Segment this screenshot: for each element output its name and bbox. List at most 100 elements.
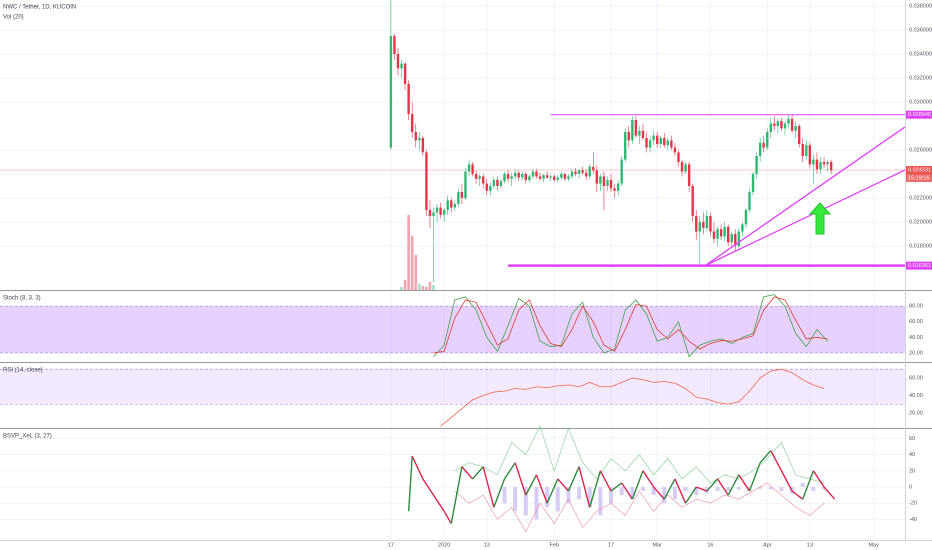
candle-body	[822, 161, 826, 165]
candle-body	[716, 229, 719, 239]
candle-body	[602, 176, 606, 186]
candle-body	[528, 176, 531, 180]
volume-bar	[407, 215, 410, 290]
oscillator-segment	[589, 470, 602, 508]
x-tick-label: 17	[608, 542, 614, 548]
candle-body	[482, 176, 485, 184]
x-tick-label: 2020	[438, 542, 450, 548]
candle-body	[695, 215, 698, 232]
candle-body	[812, 159, 815, 165]
oscillator-segment	[812, 470, 825, 488]
candle-body	[783, 123, 787, 129]
histogram-bar	[800, 482, 805, 488]
candle-body	[677, 152, 680, 162]
candle-body	[801, 143, 804, 156]
oscillator-segment	[759, 450, 772, 464]
y-tick-label: 0.036000	[909, 27, 932, 33]
candle-body	[453, 203, 457, 208]
candle-body	[687, 164, 691, 186]
candle-body	[560, 173, 563, 178]
candle-body	[513, 172, 517, 177]
candle-body	[489, 185, 492, 191]
candle-body	[450, 200, 453, 208]
candle-body	[762, 142, 765, 148]
candle-body	[709, 215, 712, 232]
volume-bar	[425, 287, 428, 290]
candle-body	[389, 35, 393, 148]
candle-body	[485, 183, 488, 191]
oscillator-segment	[578, 466, 591, 508]
candle-body	[435, 207, 439, 213]
x-tick-label: 17	[388, 542, 394, 548]
candle-body	[460, 191, 464, 198]
candle-body	[719, 229, 723, 237]
volume-bar	[418, 284, 421, 290]
histogram-bar	[555, 487, 560, 512]
candle-body	[553, 176, 556, 180]
candle-body	[467, 164, 471, 172]
candle-body	[766, 131, 769, 148]
candle-body	[797, 125, 801, 144]
oscillator-segment	[422, 478, 435, 496]
oscillator-segment	[738, 474, 751, 492]
candle-body	[741, 224, 744, 232]
candle-body	[638, 130, 641, 136]
candle-body	[581, 170, 584, 173]
candle-body	[705, 215, 709, 228]
oscillator-segment	[450, 466, 463, 524]
candle-body	[457, 191, 460, 204]
candle-body	[815, 159, 819, 170]
histogram-bar	[672, 487, 677, 500]
candle-body	[577, 170, 581, 174]
histogram-bar	[694, 487, 699, 496]
histogram-bar	[577, 487, 582, 500]
oscillator-segment	[557, 478, 569, 492]
candle-body	[673, 147, 677, 153]
oscillator-segment	[770, 450, 783, 472]
pane-title: RSI (14, close)	[3, 368, 43, 374]
oscillator-segment	[567, 466, 580, 492]
candle-body	[393, 35, 396, 54]
histogram-bar	[630, 487, 635, 500]
candle-body	[684, 164, 687, 172]
volume-bar	[414, 255, 418, 290]
candle-body	[655, 135, 659, 144]
oscillator-segment	[727, 474, 740, 496]
y-tick-label: 0.022000	[909, 195, 932, 201]
volume-bar	[421, 286, 425, 290]
y-tick-label: 0.032000	[909, 75, 932, 81]
x-tick-label: May	[869, 542, 880, 548]
candle-body	[574, 171, 577, 174]
oscillator-segment	[610, 482, 623, 492]
candle-body	[726, 226, 730, 243]
y-tick-label: 0.038000	[909, 3, 932, 9]
oscillator-segment	[472, 466, 484, 480]
y-tick-label: 0.026000	[909, 147, 932, 153]
candle-body	[499, 181, 503, 186]
candle-body	[595, 170, 599, 184]
candle-body	[627, 131, 630, 141]
candle-body	[666, 140, 670, 146]
candle-body	[794, 125, 797, 131]
y-tick-label: 60	[909, 436, 915, 442]
indicator-line	[454, 425, 825, 484]
candle-body	[744, 209, 748, 225]
candle-body	[521, 173, 524, 178]
candle-body	[723, 226, 726, 237]
y-tick-label: 60.00	[909, 375, 923, 381]
candle-body	[584, 172, 588, 177]
oscillator-segment	[461, 466, 474, 480]
indicator-band	[0, 369, 905, 405]
candle-body	[506, 173, 510, 179]
oscillator-segment	[663, 478, 676, 500]
histogram-bar	[726, 487, 731, 492]
oscillator-segment	[631, 470, 644, 500]
oscillator-segment	[525, 474, 538, 496]
y-tick-label: 20.00	[909, 410, 923, 416]
histogram-bar	[758, 487, 763, 489]
histogram-bar	[513, 487, 518, 512]
y-tick-label: 0.020000	[909, 219, 932, 225]
candle-body	[549, 176, 552, 178]
